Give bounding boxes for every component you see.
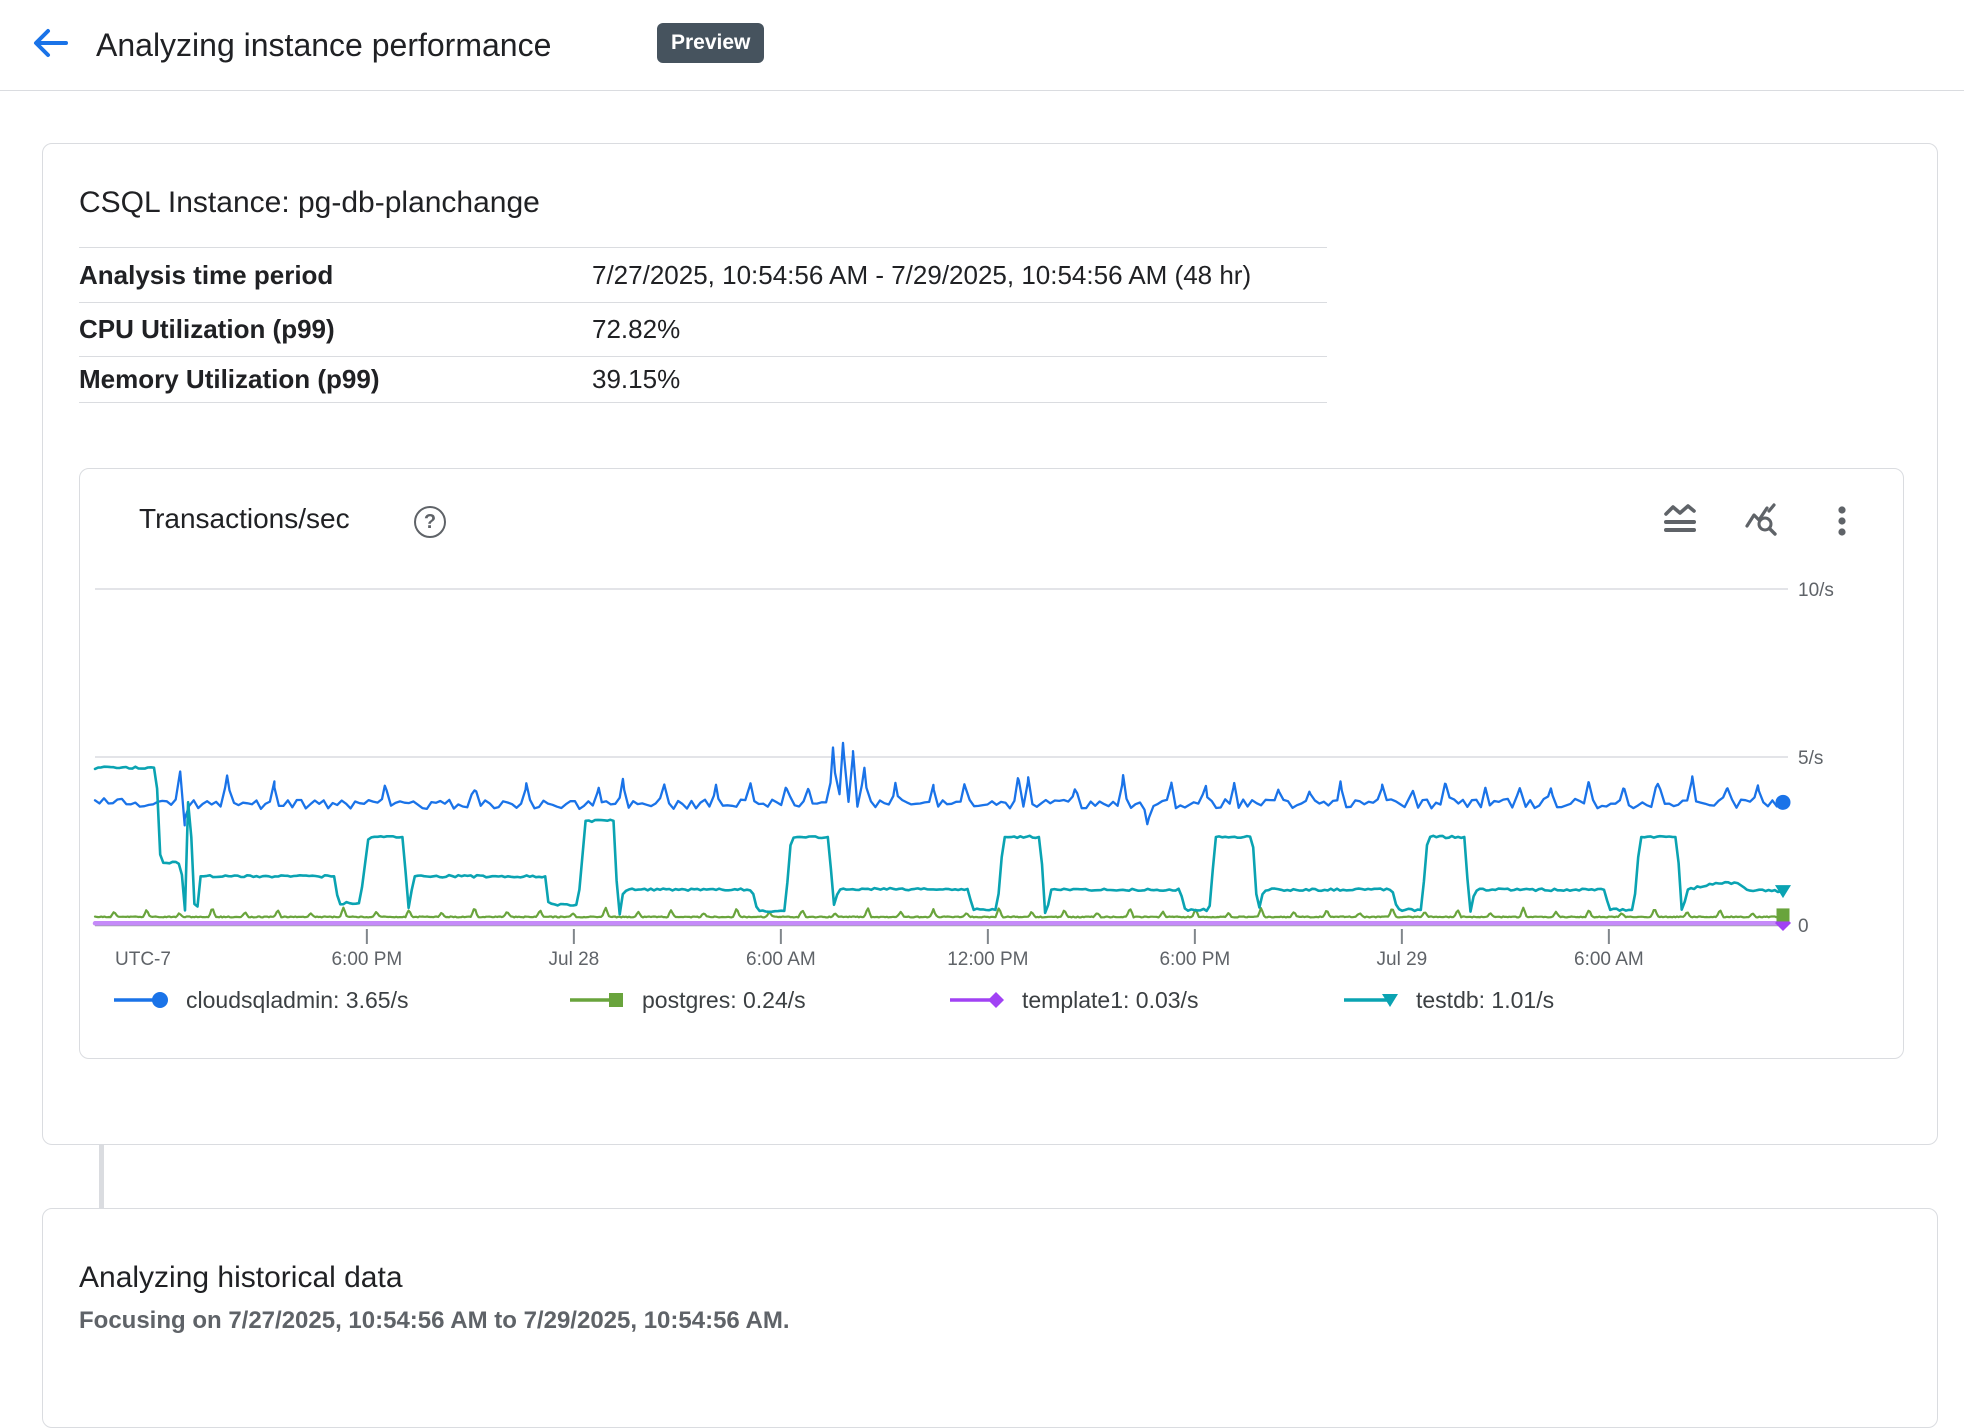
legend-item-template1[interactable]: template1: 0.03/s	[950, 984, 1198, 1016]
more-vert-icon[interactable]	[1820, 498, 1864, 542]
table-row-label: CPU Utilization (p99)	[79, 314, 335, 344]
legend-marker-circle-icon	[114, 992, 168, 1008]
legend-marker-square-icon	[570, 993, 623, 1007]
legend-item-cloudsqladmin[interactable]: cloudsqladmin: 3.65/s	[114, 984, 408, 1016]
table-row-label: Memory Utilization (p99)	[79, 364, 380, 394]
instance-table: Analysis time period 7/27/2025, 10:54:56 …	[79, 247, 1327, 403]
history-card: Analyzing historical data Focusing on 7/…	[42, 1208, 1938, 1428]
legend-label: cloudsqladmin: 3.65/s	[186, 986, 409, 1013]
back-button[interactable]	[26, 20, 74, 68]
chart-title: Transactions/sec	[139, 503, 350, 534]
table-row-label: Analysis time period	[79, 259, 334, 290]
layered-chart-icon[interactable]	[1658, 498, 1702, 542]
history-card-subtitle: Focusing on 7/27/2025, 10:54:56 AM to 7/…	[79, 1307, 790, 1334]
table-row-value: 72.82%	[592, 314, 681, 344]
arrow-back-icon	[28, 28, 72, 68]
legend-label: template1: 0.03/s	[1022, 986, 1199, 1013]
card-connector-line	[99, 1145, 104, 1209]
table-row: Memory Utilization (p99) 39.15%	[79, 356, 1327, 403]
preview-badge: Preview	[657, 23, 765, 63]
history-card-title: Analyzing historical data	[79, 1261, 403, 1294]
table-row-value: 39.15%	[592, 364, 681, 394]
instance-card-title: CSQL Instance: pg-db-planchange	[79, 186, 540, 219]
table-row-value: 7/27/2025, 10:54:56 AM - 7/29/2025, 10:5…	[592, 259, 1252, 290]
help-icon[interactable]: ?	[414, 506, 446, 538]
legend-marker-diamond-icon	[950, 992, 1004, 1008]
legend-label: postgres: 0.24/s	[642, 986, 806, 1013]
page-title: Analyzing instance performance	[96, 27, 552, 63]
legend-marker-triangle-down-icon	[1344, 994, 1398, 1007]
legend-item-testdb[interactable]: testdb: 1.01/s	[1344, 984, 1554, 1016]
transactions-chart-card: Transactions/sec ?	[79, 468, 1904, 1059]
explore-data-icon[interactable]	[1740, 498, 1784, 542]
table-row: CPU Utilization (p99) 72.82%	[79, 302, 1327, 356]
page-header: Analyzing instance performance Preview	[0, 0, 1964, 91]
legend-label: testdb: 1.01/s	[1416, 986, 1555, 1013]
table-row: Analysis time period 7/27/2025, 10:54:56 …	[79, 247, 1327, 302]
legend-item-postgres[interactable]: postgres: 0.24/s	[570, 984, 806, 1016]
